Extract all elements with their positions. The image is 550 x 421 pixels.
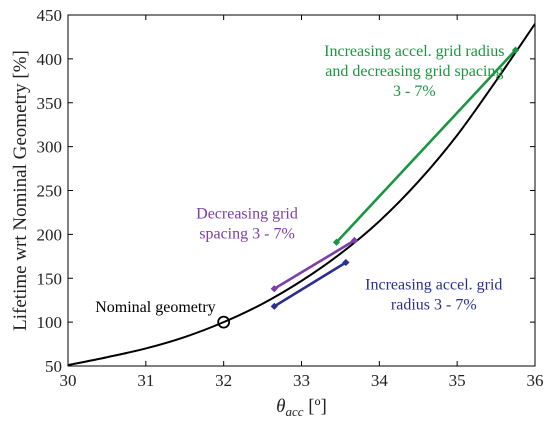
x-tick-label: 31 xyxy=(137,371,154,390)
grid-radius-series-label-line-1: Increasing accel. grid xyxy=(365,277,502,294)
y-tick-label: 100 xyxy=(37,313,63,332)
x-tick-label: 30 xyxy=(60,371,77,390)
curve-layer xyxy=(68,23,535,366)
grid-spacing-series-line xyxy=(273,239,356,290)
series-layer xyxy=(217,46,520,329)
y-tick-label: 250 xyxy=(37,182,63,201)
grid-radius-series-point-1 xyxy=(270,302,278,310)
grid-radius-series-point-2 xyxy=(342,258,350,267)
x-axis-label-unit: [º] xyxy=(304,396,327,417)
grid-spacing-series-label-line-2: spacing 3 - 7% xyxy=(199,226,295,243)
x-axis-label-subscript: acc xyxy=(286,404,304,419)
y-axis-label: Lifetime wrt Nominal Geometry [%] xyxy=(10,50,31,331)
x-tick-label: 36 xyxy=(527,371,544,390)
y-tick-label: 50 xyxy=(45,357,62,376)
grid-radius-series-label: Increasing accel. grid radius 3 - 7% xyxy=(365,277,502,314)
nominal-geometry-label: Nominal geometry xyxy=(95,299,215,316)
grid-radius-series-line xyxy=(273,261,347,308)
nominal-curve-line xyxy=(68,23,535,366)
labels-layer: 30 31 32 33 34 35 36 50 100 150 200 250 300 350 400 450… xyxy=(10,6,544,419)
y-tick-label: 150 xyxy=(37,269,63,288)
x-axis-label: θacc [º] xyxy=(276,396,327,419)
x-tick-label: 32 xyxy=(215,371,232,390)
y-tick-label: 200 xyxy=(37,225,63,244)
y-tick-label: 450 xyxy=(37,6,63,25)
grid-radius-series-label-line-2: radius 3 - 7% xyxy=(391,297,477,314)
combined-series-point-1 xyxy=(332,238,341,246)
x-axis-label-symbol: θ xyxy=(276,396,285,417)
grid-spacing-series-point-2 xyxy=(350,236,359,245)
combined-series-label-line-3: 3 - 7% xyxy=(393,83,436,100)
combined-series-point-2 xyxy=(511,46,520,54)
y-tick-label: 350 xyxy=(37,94,63,113)
combined-series-label: Increasing accel. grid radius and decreas… xyxy=(324,43,504,100)
axes-layer xyxy=(67,14,536,367)
x-tick-label: 33 xyxy=(293,371,310,390)
nominal-point-marker xyxy=(217,315,231,329)
x-tick-label: 34 xyxy=(371,371,389,390)
x-tick-label: 35 xyxy=(449,371,466,390)
combined-series-line xyxy=(335,49,517,244)
grid-spacing-series-label-line-1: Decreasing grid xyxy=(196,206,298,223)
y-tick-label: 300 xyxy=(37,138,63,157)
combined-series-label-line-1: Increasing accel. grid radius xyxy=(324,43,504,60)
combined-series-label-line-2: and decreasing grid spacing xyxy=(325,63,503,80)
grid-spacing-series-point-1 xyxy=(270,285,278,293)
grid-spacing-series-label: Decreasing grid spacing 3 - 7% xyxy=(196,206,298,243)
y-tick-label: 400 xyxy=(37,50,63,69)
